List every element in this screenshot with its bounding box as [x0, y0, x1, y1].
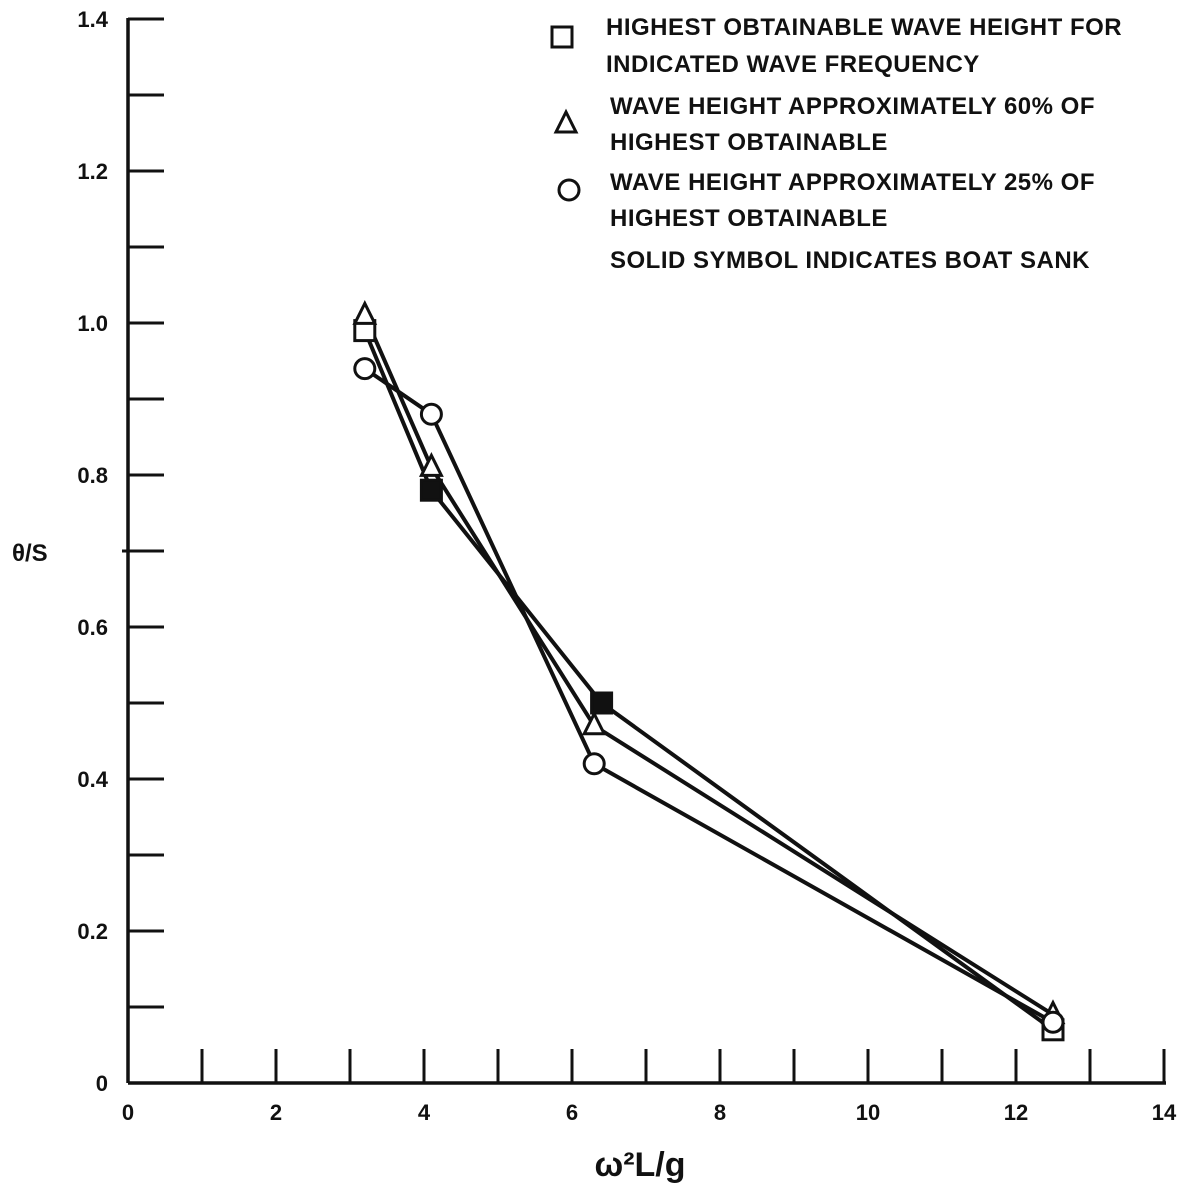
- x-tick-label: 8: [714, 1100, 726, 1125]
- y-tick-label: 1.2: [77, 159, 108, 184]
- series-line-circle: [363, 366, 1054, 1024]
- y-tick-label: 0.4: [77, 767, 108, 792]
- legend-square-marker: [550, 25, 574, 49]
- legend-entry-2-line-0: WAVE HEIGHT APPROXIMATELY 25% OF: [610, 169, 1095, 196]
- series-line-square: [362, 329, 1055, 1032]
- legend-entry-0-line-1: INDICATED WAVE FREQUENCY: [606, 51, 980, 78]
- x-axis-title: ω²L/g: [594, 1146, 685, 1184]
- legend-note: SOLID SYMBOL INDICATES BOAT SANK: [610, 247, 1090, 274]
- x-tick-label: 12: [1004, 1100, 1028, 1125]
- x-tick-label: 10: [856, 1100, 880, 1125]
- y-tick-label: 0.6: [77, 615, 108, 640]
- legend-entry-1-line-0: WAVE HEIGHT APPROXIMATELY 60% OF: [610, 93, 1095, 120]
- y-tick-label: 1.0: [77, 311, 108, 336]
- y-tick-label: 1.4: [77, 7, 108, 32]
- tick-labels: 0 2 4 6 8 10 12 14 0 0.2 0.4 0.6 0.8 1.0 1.2 1.4: [77, 7, 1177, 1125]
- x-tick-label: 14: [1152, 1100, 1177, 1125]
- series-line-triangle: [362, 314, 1055, 1017]
- y-axis-title: θ/S: [12, 540, 48, 567]
- x-tick-label: 2: [270, 1100, 282, 1125]
- legend-entry-0-line-0: HIGHEST OBTAINABLE WAVE HEIGHT FOR: [606, 14, 1122, 41]
- data-point-square: [419, 478, 443, 502]
- legend: HIGHEST OBTAINABLE WAVE HEIGHT FOR INDIC…: [550, 14, 1122, 274]
- legend-triangle-marker: [553, 108, 579, 134]
- data-point-square: [590, 691, 614, 715]
- data-point-circle: [582, 752, 606, 776]
- data-point-triangle: [581, 710, 607, 736]
- series-markers: [352, 300, 1066, 1042]
- legend-entry-1-line-1: HIGHEST OBTAINABLE: [610, 129, 888, 156]
- y-tick-label: 0.8: [77, 463, 108, 488]
- x-tick-label: 4: [418, 1100, 431, 1125]
- data-point-circle: [353, 357, 377, 381]
- legend-circle-marker: [557, 178, 581, 202]
- y-tick-label: 0: [96, 1071, 108, 1096]
- data-point-triangle: [352, 300, 378, 325]
- axis-titles: θ/S ω²L/g: [12, 540, 686, 1184]
- x-tick-label: 0: [122, 1100, 134, 1125]
- y-tick-label: 0.2: [77, 919, 108, 944]
- data-point-triangle: [418, 452, 444, 477]
- ticks: [122, 17, 1166, 1083]
- data-point-circle: [1041, 1010, 1065, 1034]
- data-point-circle: [419, 402, 443, 426]
- x-tick-label: 6: [566, 1100, 578, 1125]
- legend-entry-2-line-1: HIGHEST OBTAINABLE: [610, 205, 888, 232]
- series-lines: [362, 314, 1055, 1032]
